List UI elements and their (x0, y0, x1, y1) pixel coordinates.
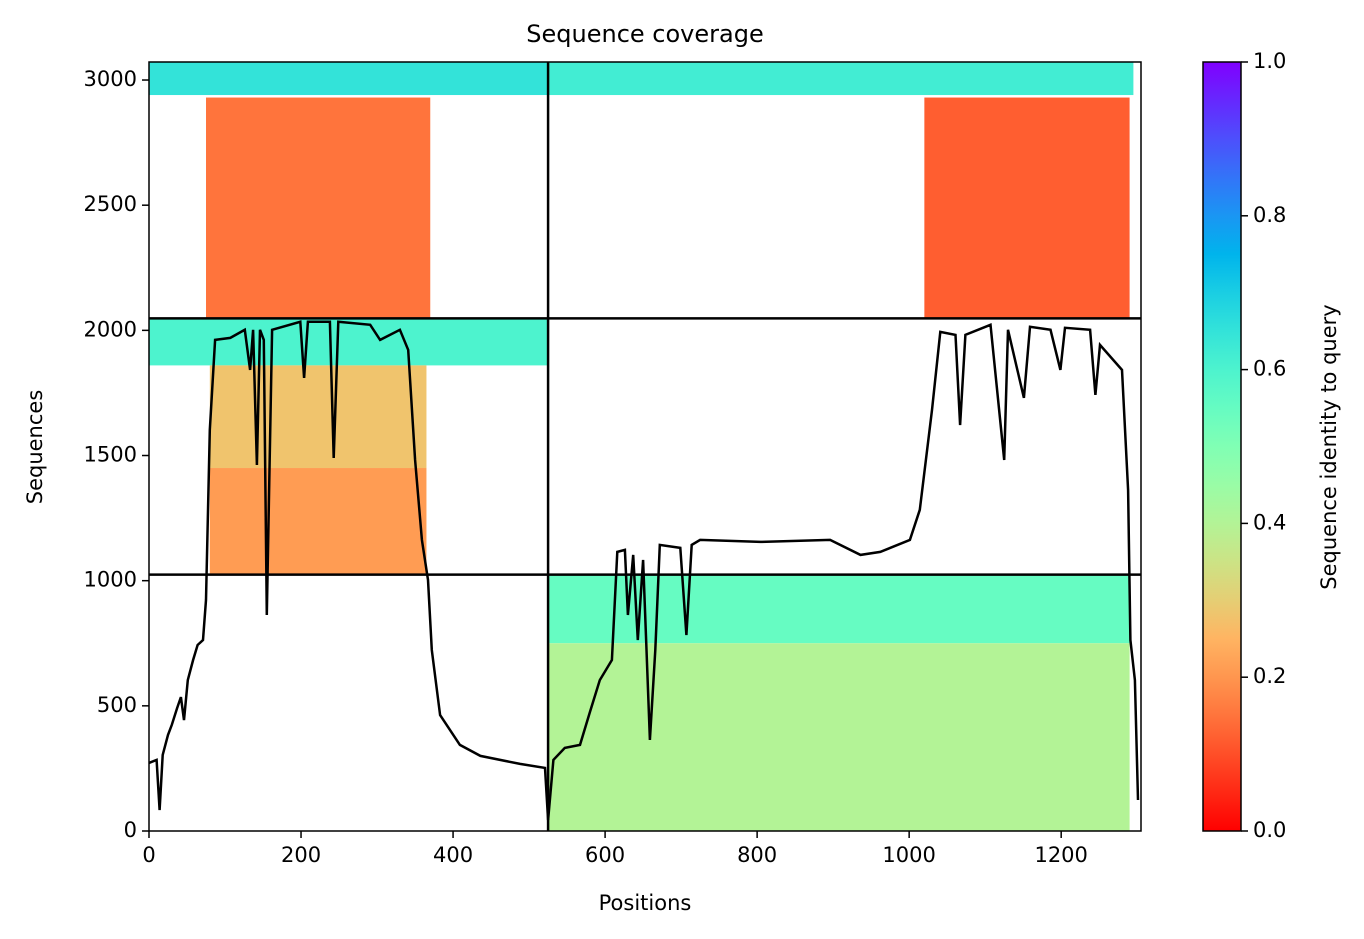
coverage-block (209, 468, 427, 575)
coverage-line (148, 320, 1140, 821)
colorbar-tick-label: 0.2 (1253, 664, 1286, 688)
plot-frame (148, 61, 1142, 832)
coverage-block (548, 643, 1130, 831)
y-tick-label: 2500 (84, 192, 137, 216)
colorbar-tick-label: 0.4 (1253, 510, 1286, 534)
y-tick-label: 500 (97, 693, 137, 717)
colorbar-tick-label: 1.0 (1253, 49, 1286, 73)
x-tick-label: 1000 (882, 843, 935, 867)
x-tick-label: 0 (142, 843, 155, 867)
coverage-block (149, 62, 549, 96)
y-tick-label: 1500 (84, 443, 137, 467)
colorbar-tick-label: 0.0 (1253, 818, 1286, 842)
colorbar-tick-label: 0.6 (1253, 357, 1286, 381)
y-tick-label: 2000 (84, 317, 137, 341)
coverage-block (206, 97, 431, 319)
colorbar-tick-label: 0.8 (1253, 203, 1286, 227)
x-tick-label: 400 (433, 843, 473, 867)
x-tick-label: 600 (585, 843, 625, 867)
x-tick-label: 200 (281, 843, 321, 867)
y-axis-label: Sequences (23, 390, 47, 505)
coverage-block (149, 318, 549, 366)
x-axis-label: Positions (599, 891, 692, 915)
colorbar (1202, 61, 1242, 832)
coverage-block (209, 365, 427, 469)
y-tick-label: 0 (124, 818, 137, 842)
coverage-block (924, 97, 1130, 319)
colorbar-label: Sequence identity to query (1317, 304, 1341, 589)
chart-title: Sequence coverage (526, 20, 763, 48)
coverage-block (548, 62, 1134, 96)
y-tick-label: 1000 (84, 568, 137, 592)
x-tick-label: 1200 (1034, 843, 1087, 867)
y-tick-label: 3000 (84, 67, 137, 91)
x-tick-label: 800 (737, 843, 777, 867)
